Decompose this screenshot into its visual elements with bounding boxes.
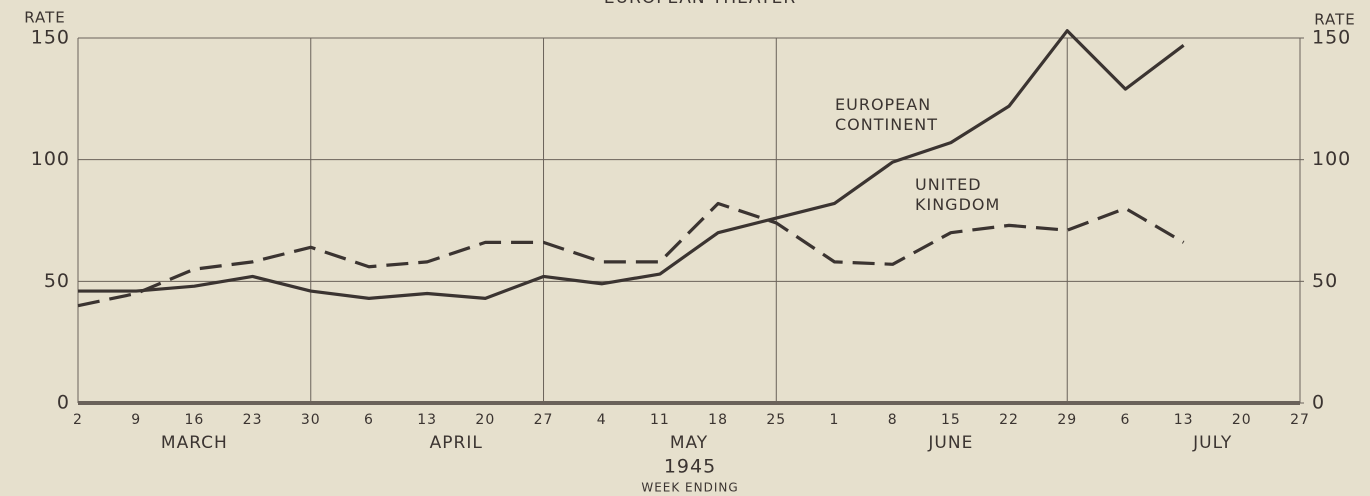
- x-axis-label: WEEK ENDING: [641, 481, 738, 495]
- x-tick-label: 22: [999, 412, 1019, 428]
- y-axis-label: RATE: [24, 9, 66, 27]
- x-tick-label: 27: [534, 412, 554, 428]
- y2-axis-label: RATE: [1314, 11, 1356, 29]
- x-tick-label: 6: [364, 412, 374, 428]
- y2-tick-label: 0: [1312, 392, 1325, 414]
- y-tick-label: 50: [44, 270, 70, 292]
- month-label: MARCH: [161, 433, 228, 453]
- year-label: 1945: [664, 456, 716, 478]
- x-tick-label: 2: [73, 412, 83, 428]
- y-tick-label: 150: [31, 27, 70, 49]
- month-label: JUNE: [927, 433, 973, 453]
- month-label: APRIL: [430, 433, 483, 453]
- month-label: JULY: [1192, 433, 1232, 453]
- y-tick-label: 100: [31, 148, 70, 170]
- x-tick-label: 29: [1057, 412, 1077, 428]
- x-tick-label: 27: [1290, 412, 1310, 428]
- series-annotation: UNITED KINGDOM: [915, 175, 1001, 214]
- x-tick-label: 11: [650, 412, 670, 428]
- x-tick-label: 1: [830, 412, 840, 428]
- x-tick-label: 16: [184, 412, 204, 428]
- chart-title: EUROPEAN THEATER: [604, 0, 796, 8]
- x-tick-label: 13: [1174, 412, 1194, 428]
- x-tick-label: 20: [1232, 412, 1252, 428]
- x-tick-label: 18: [708, 412, 728, 428]
- month-label: MAY: [670, 433, 708, 453]
- x-tick-label: 20: [475, 412, 495, 428]
- x-tick-label: 6: [1120, 412, 1130, 428]
- y2-tick-label: 150: [1312, 27, 1351, 49]
- x-tick-label: 30: [301, 412, 321, 428]
- x-tick-label: 23: [243, 412, 263, 428]
- x-tick-label: 4: [597, 412, 607, 428]
- x-tick-label: 13: [417, 412, 437, 428]
- series-line: [78, 29, 1185, 300]
- y2-tick-label: 100: [1312, 148, 1351, 170]
- series-annotation: EUROPEAN CONTINENT: [835, 95, 939, 134]
- x-tick-label: 15: [941, 412, 961, 428]
- series-line: [77, 201, 1185, 308]
- y-tick-label: 0: [57, 392, 70, 414]
- x-tick-label: 25: [766, 412, 786, 428]
- x-tick-label: 8: [888, 412, 898, 428]
- y2-tick-label: 50: [1312, 270, 1338, 292]
- x-tick-label: 9: [131, 412, 141, 428]
